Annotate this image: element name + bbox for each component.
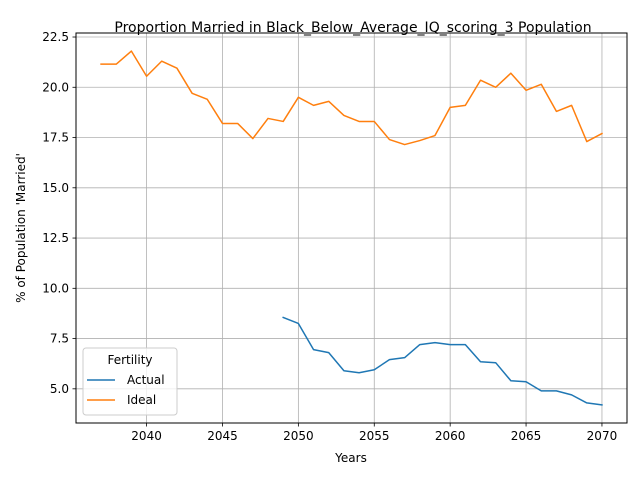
x-tick-label: 2055 <box>359 429 390 443</box>
x-tick-label: 2040 <box>131 429 162 443</box>
y-axis-label: % of Population 'Married' <box>14 153 28 303</box>
x-tick-label: 2060 <box>435 429 466 443</box>
x-tick-label: 2045 <box>207 429 238 443</box>
legend-box <box>82 347 178 416</box>
y-tick-label: 20.0 <box>42 80 69 94</box>
legend-entries: Actual Ideal <box>87 373 165 407</box>
y-tick-label: 5.0 <box>50 382 69 396</box>
y-tick-label: 10.0 <box>42 281 69 295</box>
series-line-ideal <box>100 50 603 146</box>
legend: Fertility Actual Ideal <box>82 347 178 416</box>
legend-title: Fertility <box>107 353 152 367</box>
x-tick-label: 2070 <box>587 429 618 443</box>
y-tick-label: 17.5 <box>42 131 69 145</box>
series-line-actual <box>282 316 603 406</box>
x-axis-label: Years <box>334 451 367 465</box>
legend-label-actual: Actual <box>127 373 165 387</box>
x-tick-label: 2065 <box>511 429 542 443</box>
x-tick-label: 2050 <box>283 429 314 443</box>
series-lines <box>100 50 603 406</box>
plot-area-frame <box>75 32 628 424</box>
y-tick-label: 12.5 <box>42 231 69 245</box>
legend-label-ideal: Ideal <box>127 393 156 407</box>
y-tick-label: 15.0 <box>42 181 69 195</box>
chart-title: Proportion Married in Black_Below_Averag… <box>114 20 591 36</box>
y-tick-label: 7.5 <box>50 332 69 346</box>
y-tick-label: 22.5 <box>42 30 69 44</box>
axis-ticks: 2040 2045 2050 2055 2060 2065 2070 5.0 7.5 10.0 12… <box>42 30 617 443</box>
